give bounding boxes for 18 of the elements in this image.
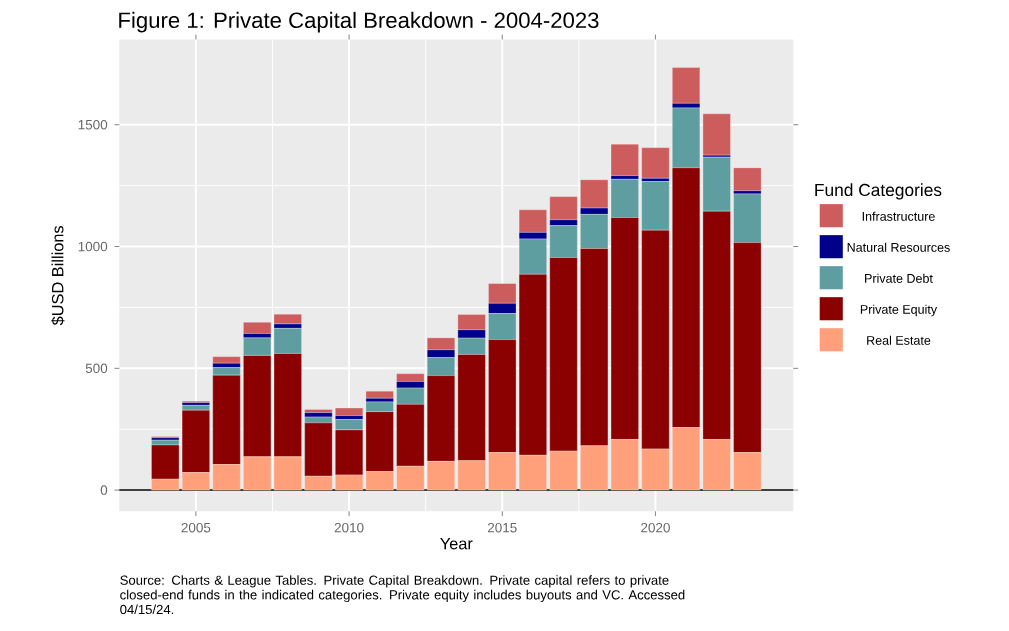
legend-label: Real Estate xyxy=(867,335,931,346)
x-tick-label: 2010 xyxy=(334,523,364,533)
x-tick-label: 2005 xyxy=(181,523,211,533)
x-tick-label: 2015 xyxy=(487,523,517,533)
y-tick-label: 0 xyxy=(100,485,108,496)
legend-title: Fund Categories xyxy=(815,183,942,200)
y-tick-label: 1000 xyxy=(78,241,108,252)
source-note: Source: Charts & League Tables. Private Capital Breakdown. Private capital refers to private closed-end funds in the indicated categories. Private equity includes buyouts and VC. Accessed 04/15/24. xyxy=(120,575,685,615)
legend-label: Infrastructure xyxy=(862,211,935,221)
y-tick-label: 1500 xyxy=(78,120,108,130)
legend-label: Private Equity xyxy=(860,304,938,317)
chart-title: Figure 1: Private Capital Breakdown - 2004-2023 xyxy=(119,11,599,33)
x-tick-label: 2020 xyxy=(641,523,670,533)
y-axis-title: $USD Billions xyxy=(51,226,65,326)
y-tick-label: 500 xyxy=(85,363,108,374)
x-axis-title: Year xyxy=(440,538,473,550)
legend-label: Private Debt xyxy=(865,273,933,283)
legend-label: Natural Resources xyxy=(847,242,950,252)
